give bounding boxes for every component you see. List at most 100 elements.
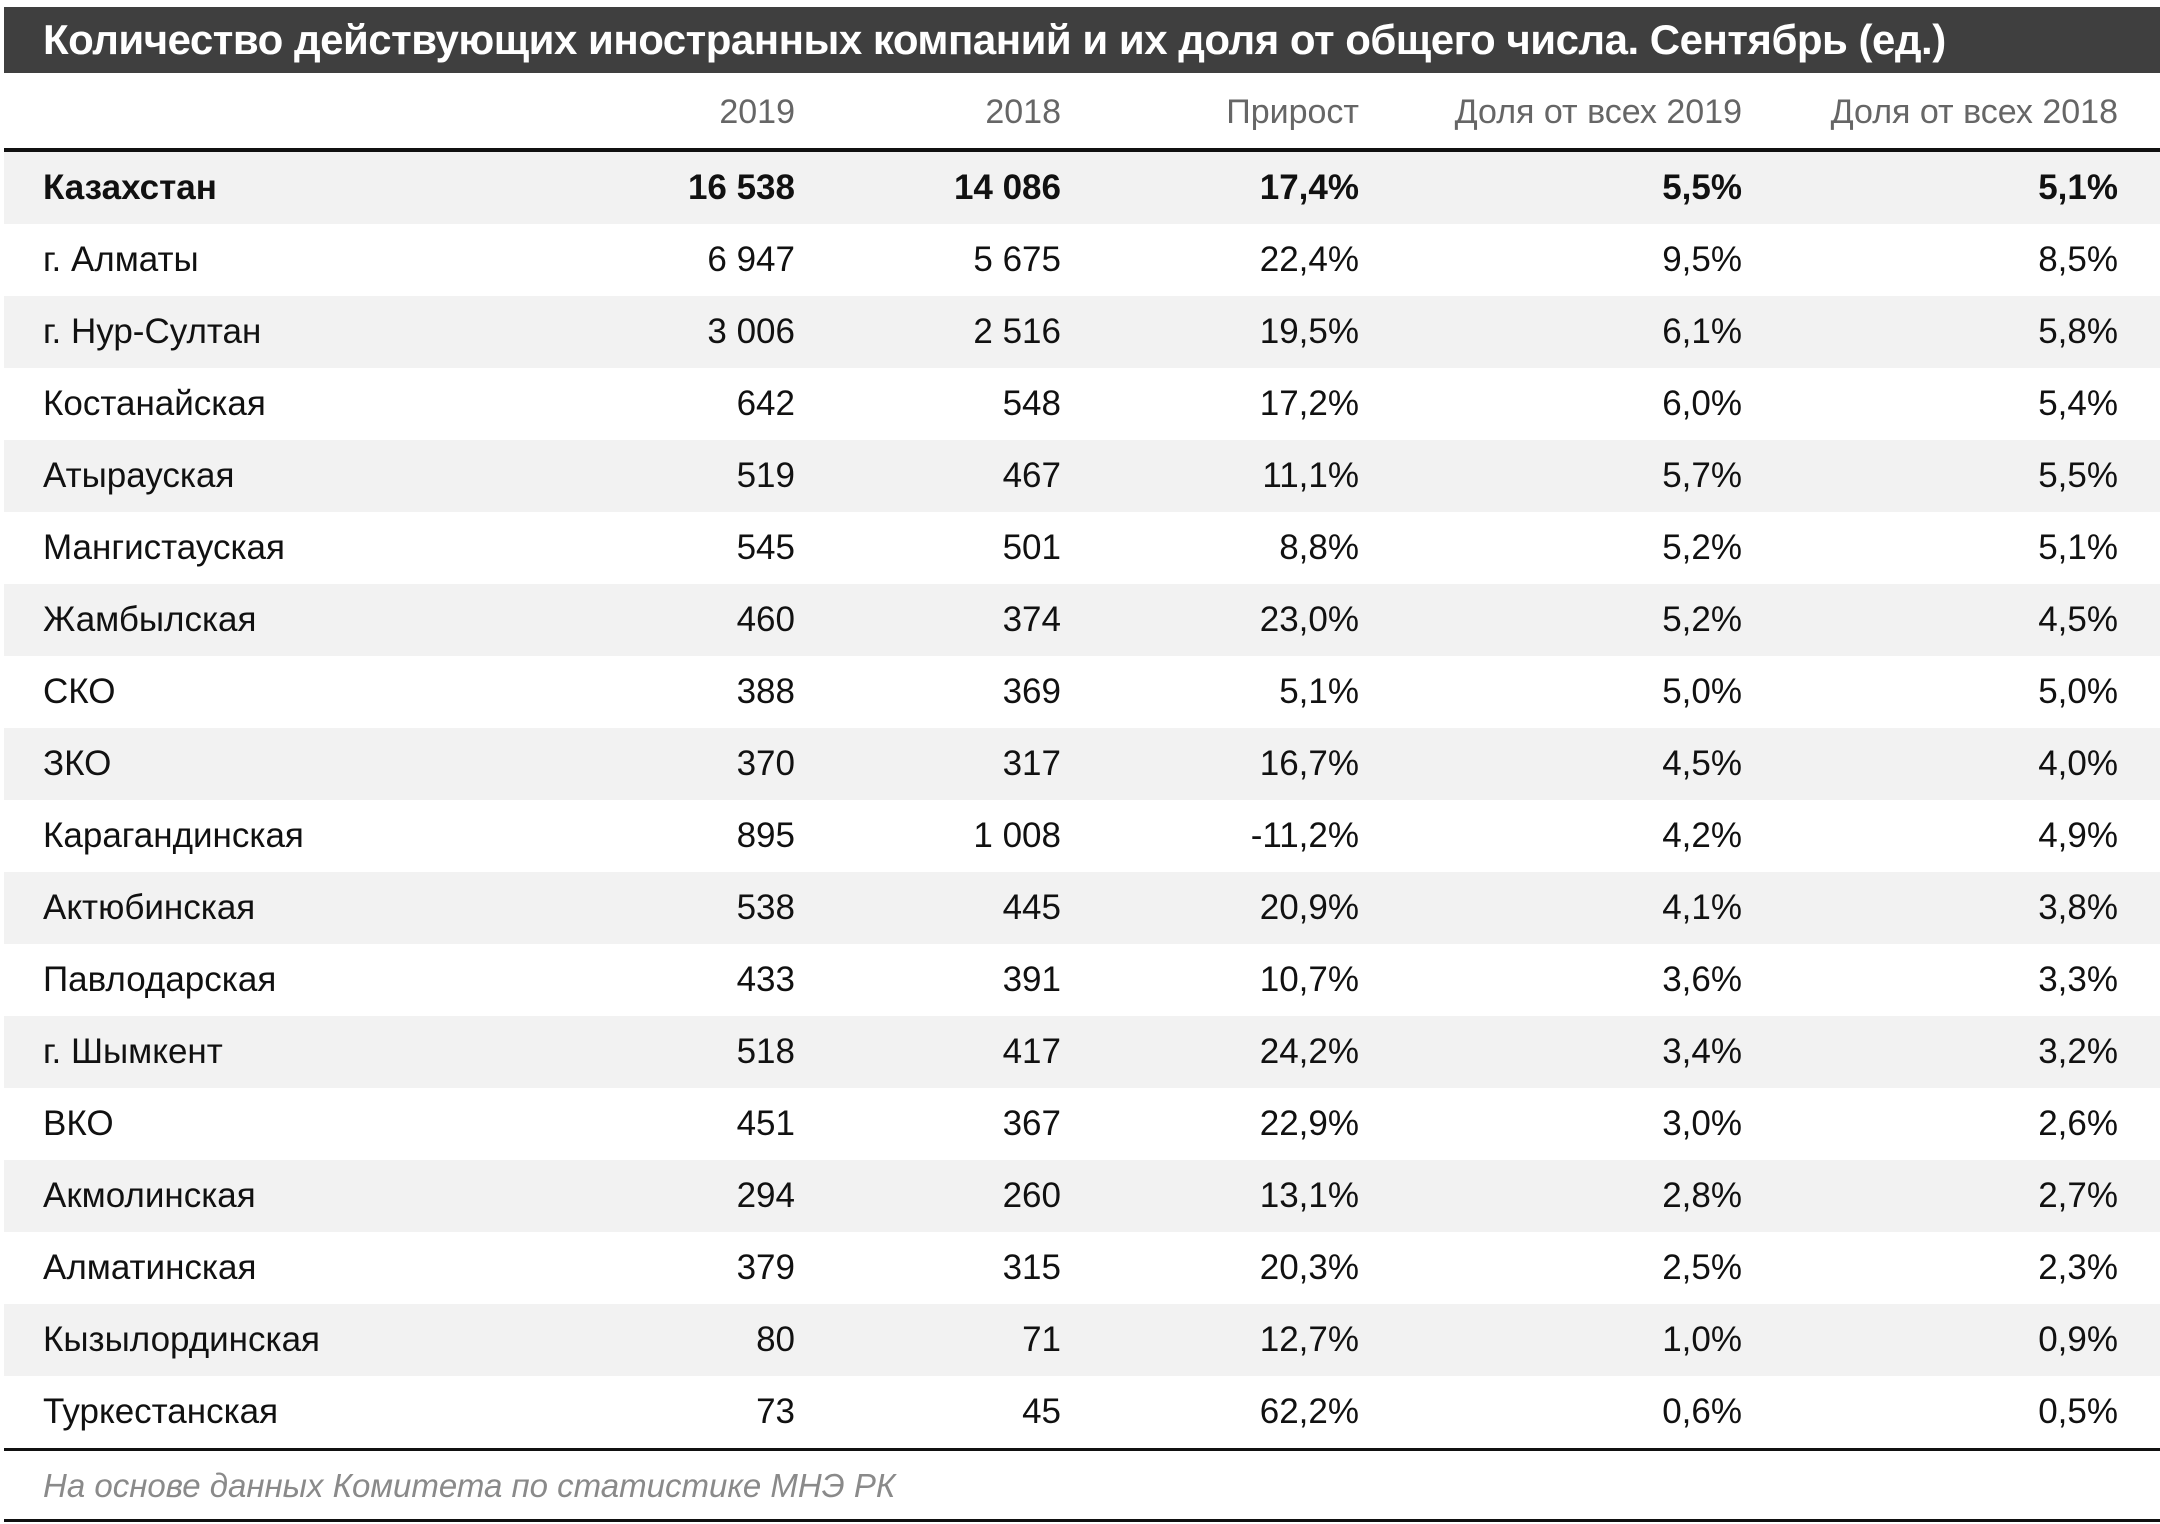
growth: 23,0%	[1259, 600, 1359, 639]
share-2018: 2,3%	[2038, 1248, 2118, 1287]
table-row: г. Нур-Султан 3 006 2 516 19,5% 6,1% 5,8%	[4, 296, 2160, 368]
value-2019: 80	[756, 1320, 795, 1359]
share-2018: 5,1%	[2038, 168, 2118, 207]
value-2019: 370	[736, 744, 795, 783]
share-2018: 0,9%	[2038, 1320, 2118, 1359]
table-row: СКО 388 369 5,1% 5,0% 5,0%	[4, 656, 2160, 728]
value-2019: 6 947	[707, 240, 795, 279]
share-2019: 4,2%	[1662, 816, 1742, 855]
share-2019: 4,1%	[1662, 888, 1742, 927]
value-2019: 433	[736, 960, 795, 999]
region-name: Алматинская	[43, 1248, 257, 1287]
table-row: Костанайская 642 548 17,2% 6,0% 5,4%	[4, 368, 2160, 440]
table-row: Алматинская 379 315 20,3% 2,5% 2,3%	[4, 1232, 2160, 1304]
share-2018: 5,1%	[2038, 528, 2118, 567]
value-2018: 317	[1002, 744, 1061, 783]
share-2019: 6,0%	[1662, 384, 1742, 423]
region-name: ЗКО	[43, 744, 112, 783]
table-row-total: Казахстан 16 538 14 086 17,4% 5,5% 5,1%	[4, 152, 2160, 224]
share-2019: 4,5%	[1662, 744, 1742, 783]
region-name: Карагандинская	[43, 816, 304, 855]
growth: 17,2%	[1259, 384, 1359, 423]
value-2019: 538	[736, 888, 795, 927]
region-name: Казахстан	[43, 168, 217, 207]
share-2019: 3,0%	[1662, 1104, 1742, 1143]
table-row: Мангистауская 545 501 8,8% 5,2% 5,1%	[4, 512, 2160, 584]
value-2019: 518	[736, 1032, 795, 1071]
region-name: Кызылординская	[43, 1320, 320, 1359]
share-2018: 4,9%	[2038, 816, 2118, 855]
region-name: Атырауская	[43, 456, 235, 495]
table-bottom-divider	[4, 1448, 2160, 1451]
share-2019: 0,6%	[1662, 1392, 1742, 1431]
region-name: Актюбинская	[43, 888, 256, 927]
value-2018: 2 516	[973, 312, 1061, 351]
growth: 10,7%	[1259, 960, 1359, 999]
share-2019: 5,0%	[1662, 672, 1742, 711]
value-2018: 391	[1002, 960, 1061, 999]
share-2018: 5,0%	[2038, 672, 2118, 711]
growth: -11,2%	[1250, 816, 1359, 855]
share-2018: 5,4%	[2038, 384, 2118, 423]
region-name: ВКО	[43, 1104, 114, 1143]
share-2019: 3,6%	[1662, 960, 1742, 999]
value-2019: 460	[736, 600, 795, 639]
table-row: Павлодарская 433 391 10,7% 3,6% 3,3%	[4, 944, 2160, 1016]
table-row: ЗКО 370 317 16,7% 4,5% 4,0%	[4, 728, 2160, 800]
region-name: Мангистауская	[43, 528, 285, 567]
growth: 22,9%	[1259, 1104, 1359, 1143]
growth: 62,2%	[1259, 1392, 1359, 1431]
value-2019: 895	[736, 816, 795, 855]
table-row: Карагандинская 895 1 008 -11,2% 4,2% 4,9%	[4, 800, 2160, 872]
share-2019: 5,2%	[1662, 600, 1742, 639]
growth: 20,9%	[1259, 888, 1359, 927]
region-name: СКО	[43, 672, 116, 711]
share-2018: 3,8%	[2038, 888, 2118, 927]
region-name: Павлодарская	[43, 960, 277, 999]
column-header-2019: 2019	[719, 93, 795, 131]
share-2019: 6,1%	[1662, 312, 1742, 351]
value-2019: 16 538	[687, 168, 795, 207]
value-2019: 3 006	[707, 312, 795, 351]
value-2018: 367	[1002, 1104, 1061, 1143]
share-2018: 2,7%	[2038, 1176, 2118, 1215]
value-2018: 374	[1002, 600, 1061, 639]
footer-divider	[4, 1519, 2160, 1522]
value-2019: 642	[736, 384, 795, 423]
table-row: г. Шымкент 518 417 24,2% 3,4% 3,2%	[4, 1016, 2160, 1088]
table-row: Атырауская 519 467 11,1% 5,7% 5,5%	[4, 440, 2160, 512]
share-2019: 5,2%	[1662, 528, 1742, 567]
share-2018: 3,2%	[2038, 1032, 2118, 1071]
share-2018: 4,0%	[2038, 744, 2118, 783]
value-2019: 73	[756, 1392, 795, 1431]
share-2019: 2,5%	[1662, 1248, 1742, 1287]
value-2018: 14 086	[953, 168, 1061, 207]
value-2018: 467	[1002, 456, 1061, 495]
table-row: г. Алматы 6 947 5 675 22,4% 9,5% 8,5%	[4, 224, 2160, 296]
share-2018: 5,5%	[2038, 456, 2118, 495]
growth: 22,4%	[1259, 240, 1359, 279]
value-2018: 369	[1002, 672, 1061, 711]
value-2018: 260	[1002, 1176, 1061, 1215]
value-2018: 5 675	[973, 240, 1061, 279]
share-2018: 5,8%	[2038, 312, 2118, 351]
share-2018: 8,5%	[2038, 240, 2118, 279]
value-2019: 519	[736, 456, 795, 495]
growth: 13,1%	[1259, 1176, 1359, 1215]
growth: 24,2%	[1259, 1032, 1359, 1071]
share-2019: 5,7%	[1662, 456, 1742, 495]
region-name: Костанайская	[43, 384, 266, 423]
growth: 8,8%	[1279, 528, 1359, 567]
value-2018: 548	[1002, 384, 1061, 423]
value-2019: 379	[736, 1248, 795, 1287]
table-row: ВКО 451 367 22,9% 3,0% 2,6%	[4, 1088, 2160, 1160]
table-title: Количество действующих иностранных компа…	[4, 7, 2160, 73]
value-2019: 451	[736, 1104, 795, 1143]
region-name: Акмолинская	[43, 1176, 256, 1215]
growth: 16,7%	[1259, 744, 1359, 783]
source-note: На основе данных Комитета по статистике …	[43, 1467, 896, 1504]
value-2018: 45	[1022, 1392, 1061, 1431]
share-2019: 3,4%	[1662, 1032, 1742, 1071]
table-row: Туркестанская 73 45 62,2% 0,6% 0,5%	[4, 1376, 2160, 1448]
column-header-share-2019: Доля от всех 2019	[1454, 93, 1742, 131]
